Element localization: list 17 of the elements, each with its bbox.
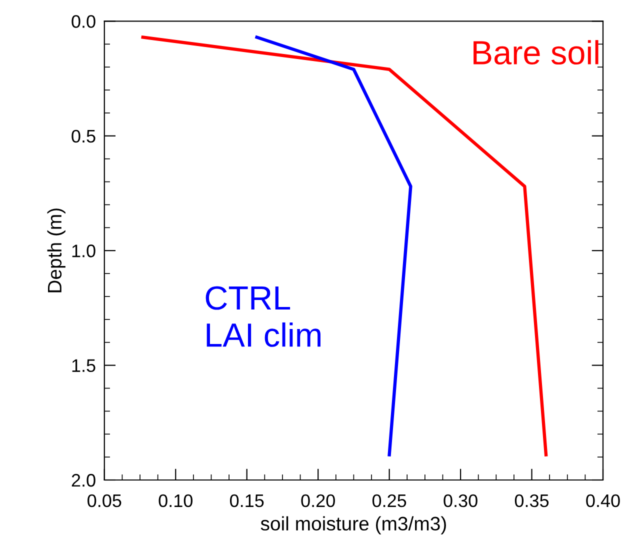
x-tick-label: 0.05: [88, 494, 122, 508]
x-tick-label: 0.20: [301, 494, 335, 508]
x-tick-label: 0.25: [372, 494, 406, 508]
y-tick-label: 1.5: [72, 359, 96, 372]
x-tick-label: 0.30: [444, 494, 478, 508]
y-axis-title: Depth (m): [47, 208, 66, 292]
x-tick-label: 0.40: [586, 494, 620, 508]
y-tick-label: 1.0: [72, 244, 96, 258]
y-tick-label: 0.5: [72, 130, 96, 143]
x-tick-label: 0.10: [158, 494, 192, 508]
text: CTRL LAI clim: [206, 286, 320, 347]
y-tick-label: 0.0: [72, 15, 96, 28]
y-tick-label: 2.0: [72, 474, 96, 487]
x-tick-label: 0.35: [514, 494, 549, 508]
x-axis-title: soil moisture (m3/m3): [260, 516, 446, 534]
series-label: Bare soil: [474, 40, 598, 65]
x-tick-label: 0.15: [230, 494, 264, 508]
